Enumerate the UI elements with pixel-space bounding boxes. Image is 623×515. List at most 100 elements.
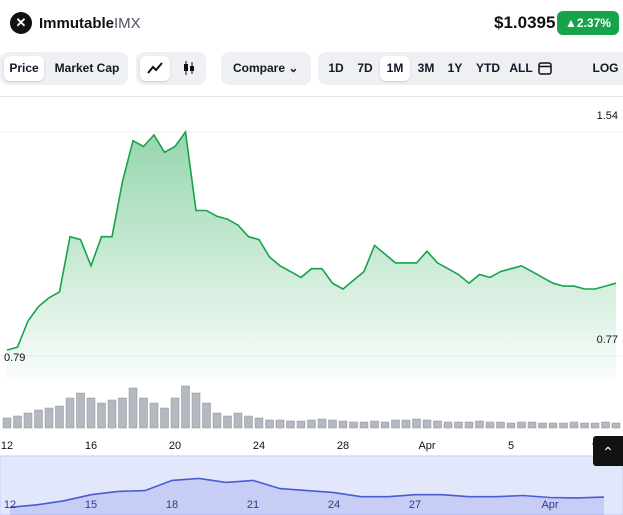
calendar-icon	[538, 62, 552, 75]
compare-label: Compare	[233, 61, 286, 75]
x-tick-label: Apr	[418, 440, 435, 452]
volume-bar	[359, 421, 369, 429]
x-tick-label: 24	[253, 440, 265, 452]
candle-style-button[interactable]	[174, 56, 204, 81]
volume-bar	[254, 417, 264, 429]
volume-bar	[454, 421, 463, 429]
volume-bar	[181, 385, 190, 429]
volume-bar	[107, 399, 117, 429]
area-fill	[10, 478, 604, 515]
line-style-button[interactable]	[140, 56, 170, 81]
volume-bar	[548, 422, 558, 429]
volume-bar	[412, 418, 421, 429]
volume-bar	[160, 407, 169, 429]
volume-bar	[349, 421, 358, 429]
metric-button[interactable]: Market Cap	[54, 61, 120, 75]
compare-group: Compare ⌄	[221, 52, 311, 85]
volume-bar	[538, 422, 547, 429]
range-button[interactable]: ALL	[509, 61, 533, 75]
range-button[interactable]: YTD	[476, 61, 500, 75]
volume-bar	[223, 415, 232, 429]
price-line	[9, 477, 605, 509]
volume-bar	[170, 397, 180, 429]
start-label: 0.79	[4, 352, 25, 364]
volume-bar	[128, 387, 138, 429]
change: 2.37%	[576, 16, 611, 30]
range-group: LOG 1D 7D 1M 3M 1Y YTD ALL	[318, 52, 623, 85]
x-tick-label: 5	[508, 440, 514, 452]
navigator-background	[0, 456, 623, 515]
metric-group: Price Market Cap	[0, 52, 128, 85]
volume-bar	[139, 397, 148, 429]
navigator-label: Apr	[541, 499, 558, 511]
x-tick-label: 28	[337, 440, 349, 452]
volume-bar	[328, 419, 337, 429]
volume-bar	[506, 422, 516, 429]
scroll-top-button[interactable]: ⌃	[593, 436, 623, 466]
volume-bar	[191, 392, 201, 429]
volume-bar	[569, 421, 579, 429]
volume-bar	[86, 397, 96, 429]
volume-bar	[517, 421, 526, 429]
volume-bar	[65, 397, 75, 429]
navigator-label: 24	[328, 499, 340, 511]
x-tick-label: 20	[169, 440, 181, 452]
volume-bar	[611, 422, 621, 429]
volume-bar	[433, 420, 442, 429]
divider	[0, 96, 623, 97]
volume-bar	[559, 422, 568, 429]
volume-bar	[464, 421, 474, 429]
volume-bar	[380, 421, 390, 429]
navigator-label: 12	[4, 499, 16, 511]
volume-bar	[443, 421, 453, 429]
volume-bar	[307, 419, 316, 429]
volume-bar	[202, 402, 211, 429]
navigator-label: 18	[166, 499, 178, 511]
volume-bar	[23, 412, 33, 429]
x-tick-label: 16	[85, 440, 97, 452]
range-button[interactable]: 1D	[328, 61, 344, 75]
volume-bar	[422, 419, 432, 429]
volume-bar	[527, 421, 537, 429]
coin-symbol: IMX	[114, 15, 141, 32]
volume-bar	[44, 407, 54, 429]
volume-bar	[401, 419, 411, 429]
volume-bar	[296, 420, 306, 429]
navigator-label: 15	[85, 499, 97, 511]
navigator-label: 27	[409, 499, 421, 511]
coin-name: Immutable	[39, 15, 115, 32]
volume-bar	[233, 412, 243, 429]
range-button[interactable]: 3M	[417, 61, 435, 75]
metric-button[interactable]: Price	[4, 56, 44, 81]
volume-bar	[317, 418, 327, 429]
compare-button[interactable]: Compare ⌄	[233, 61, 299, 75]
volume-bar	[13, 415, 22, 429]
volume-bar	[391, 419, 400, 429]
volume-bar	[275, 419, 285, 429]
price: $1.0395	[494, 13, 556, 32]
area-fill	[7, 132, 616, 380]
x-tick-label: 12	[1, 440, 13, 452]
volume-bar	[118, 397, 127, 429]
y-tick-label: 1.54	[597, 110, 618, 122]
volume-bar	[265, 419, 274, 429]
calendar-button[interactable]	[530, 56, 560, 81]
range-button[interactable]: 1M	[380, 56, 410, 81]
volume-bar	[496, 421, 505, 429]
volume-bar	[370, 420, 379, 429]
volume-bar	[97, 402, 106, 429]
volume-bar	[149, 402, 159, 429]
volume-bar	[2, 417, 12, 429]
volume-bar	[286, 420, 295, 429]
volume-bar	[212, 412, 222, 429]
volume-bar	[580, 422, 589, 429]
volume-bar	[244, 415, 253, 429]
log-button[interactable]: LOG	[592, 61, 619, 75]
price-line	[6, 129, 617, 351]
range-button[interactable]: 1Y	[447, 61, 463, 75]
volume-bar	[475, 420, 484, 429]
range-button[interactable]: 7D	[357, 61, 373, 75]
navigator-frame	[0, 455, 623, 515]
